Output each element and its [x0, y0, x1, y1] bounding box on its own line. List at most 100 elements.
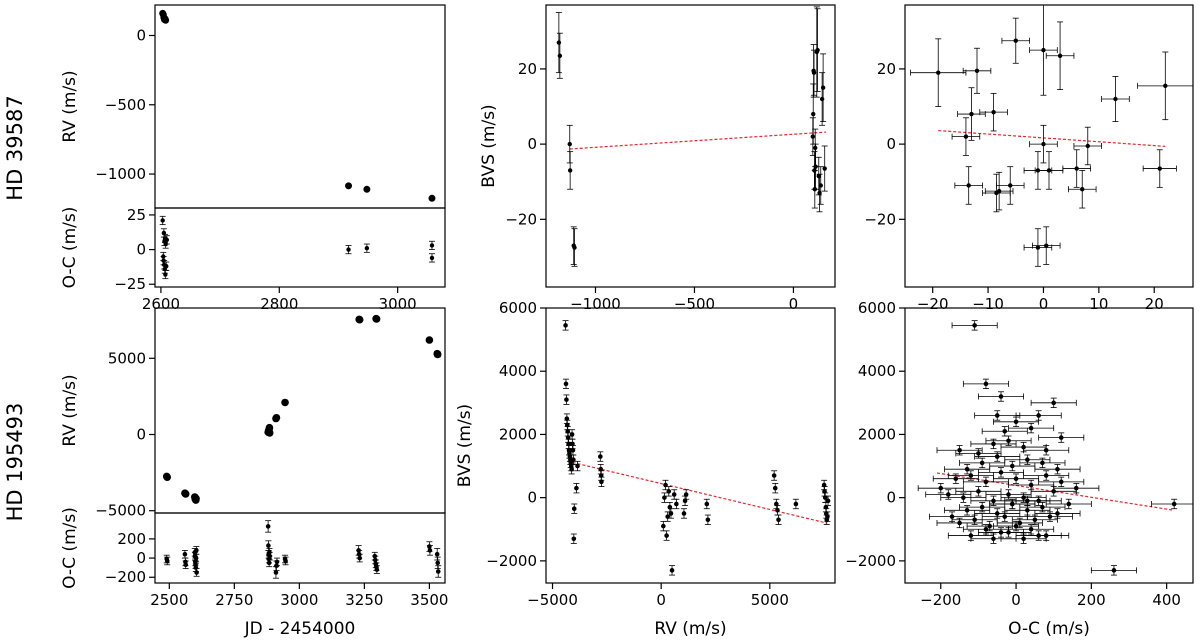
data-point [957, 520, 962, 526]
y-tick-label: 2000 [858, 425, 896, 443]
data-point [1006, 492, 1011, 497]
data-point [968, 473, 974, 478]
data-point [574, 485, 579, 491]
data-point [267, 553, 272, 559]
data-point [564, 397, 569, 402]
data-point [674, 501, 679, 507]
data-point [820, 85, 826, 90]
y-axis-label: O-C (m/s) [60, 207, 80, 289]
data-point [1028, 482, 1034, 488]
y-tick-label: −2000 [845, 552, 896, 570]
data-point [1036, 413, 1041, 418]
data-point [428, 194, 436, 202]
data-point [1009, 501, 1015, 507]
x-tick-label: 0 [656, 591, 666, 609]
data-point [566, 441, 571, 447]
data-hd195493-oc [163, 520, 442, 579]
data-point [565, 435, 571, 440]
data-point [1157, 166, 1162, 171]
y-tick-label: 20 [877, 60, 896, 78]
y-tick-label: 0 [136, 26, 146, 44]
data-point [1013, 38, 1018, 43]
data-point [945, 492, 951, 497]
data-point [1002, 514, 1008, 519]
data-point [1025, 498, 1030, 504]
data-point [265, 423, 274, 432]
row-title-hd39587: HD 39587 [3, 95, 27, 200]
data-point [1043, 447, 1049, 453]
y-tick-label: −20 [505, 210, 537, 228]
data-point [983, 381, 989, 387]
x-tick-label: 400 [1152, 591, 1181, 609]
panel-hd195493-bvs-rv: 6000 4000 2000 0 −2000 −5000 0 5000 BVS (m/s) RV … [455, 299, 836, 639]
data-point [669, 568, 675, 573]
data-hd39587-rv [159, 9, 436, 202]
x-tick-label: 2500 [150, 591, 188, 609]
data-point [1058, 479, 1064, 485]
y-axis-label: O-C (m/s) [60, 507, 80, 589]
y-tick-label: 4000 [858, 362, 896, 380]
data-point [363, 185, 371, 193]
data-point [1171, 501, 1177, 507]
axes-frame [904, 4, 1194, 288]
data-point [598, 466, 604, 472]
data-point [682, 498, 688, 504]
data-hd195493-bvs-oc [917, 320, 1193, 576]
data-point [667, 504, 673, 510]
data-point [429, 243, 435, 248]
data-point [1057, 53, 1063, 58]
data-point [991, 498, 996, 504]
data-point [1163, 83, 1168, 89]
panel-hd39587-bvs-rv: 20 0 −20 −1000 −500 0 BVS (m/s) [479, 4, 836, 313]
data-point [998, 394, 1004, 399]
data-point [567, 168, 573, 173]
data-point [435, 560, 441, 566]
data-point [1040, 460, 1045, 466]
y-tick-label: 25 [127, 206, 146, 224]
x-tick-label: −500 [674, 295, 715, 313]
data-point [1058, 435, 1064, 440]
x-tick-label: 3000 [379, 295, 417, 313]
data-point [936, 70, 941, 75]
data-point [793, 501, 799, 507]
data-point [994, 454, 1000, 459]
data-point [193, 555, 199, 561]
data-point [265, 429, 274, 437]
panel-hd39587-oc: 25 0 −25 2600 2800 3000 O-C (m/s) [60, 206, 446, 313]
data-point [671, 492, 677, 497]
y-tick-label: −200 [105, 568, 146, 586]
data-point [1074, 166, 1079, 171]
data-point [1006, 530, 1011, 535]
data-point [1032, 517, 1038, 523]
data-point [964, 466, 970, 472]
data-point [822, 166, 827, 171]
x-axis-label: O-C (m/s) [1008, 619, 1090, 639]
data-point [1066, 501, 1072, 507]
data-point [1028, 526, 1034, 532]
data-point [996, 188, 1002, 194]
data-point [570, 441, 575, 447]
x-tick-label: −1000 [570, 295, 621, 313]
data-point [938, 485, 944, 491]
data-point [774, 501, 779, 507]
data-point [572, 245, 577, 250]
data-point [825, 514, 830, 519]
data-point [346, 247, 351, 252]
data-point [1041, 141, 1046, 147]
data-point [668, 511, 674, 516]
y-axis-label: BVS (m/s) [455, 404, 475, 487]
x-tick-label: 3500 [410, 591, 448, 609]
data-point [949, 514, 955, 519]
row-title-hd195493: HD 195493 [3, 403, 27, 522]
data-point [274, 559, 280, 565]
axes-frame [154, 4, 446, 209]
data-point [564, 422, 570, 428]
data-point [987, 523, 993, 529]
data-point [811, 111, 816, 117]
data-point [1021, 536, 1026, 542]
data-point [963, 134, 969, 139]
data-point [823, 504, 829, 510]
